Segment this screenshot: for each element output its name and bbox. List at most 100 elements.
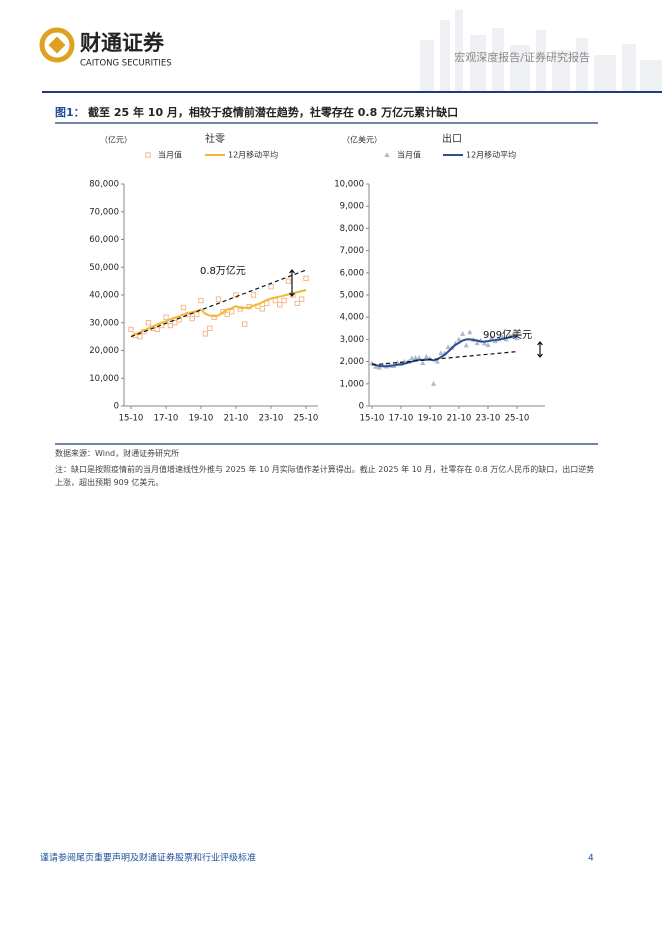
data-point	[373, 363, 379, 369]
data-point	[259, 306, 265, 312]
data-point	[250, 292, 257, 298]
legend-label: 12月移动平均	[228, 150, 278, 160]
data-point	[438, 350, 444, 356]
trend-line	[130, 269, 307, 338]
data-point	[303, 275, 309, 281]
data-point	[167, 322, 174, 329]
data-point	[272, 297, 279, 304]
data-point	[198, 297, 204, 304]
data-point	[242, 321, 248, 327]
data-point	[481, 340, 487, 346]
unit-label: （亿美元）	[342, 135, 382, 145]
data-point	[456, 336, 462, 342]
y-tick-label: 10,000	[334, 180, 364, 190]
x-tick-label: 23-10	[259, 414, 284, 424]
data-point	[189, 315, 195, 322]
data-point	[128, 326, 134, 333]
data-point	[215, 296, 222, 302]
legend-swatch	[384, 152, 390, 157]
x-tick-label: 15-10	[360, 414, 385, 424]
x-tick-label: 19-10	[189, 414, 214, 424]
y-tick-label: 8,000	[340, 224, 364, 234]
x-tick-label: 25-10	[505, 414, 530, 424]
y-tick-label: 70,000	[89, 207, 119, 217]
data-point	[376, 364, 382, 370]
y-tick-label: 7,000	[340, 246, 364, 256]
chart-title: 社零	[205, 132, 225, 145]
y-tick-label: 9,000	[340, 202, 364, 212]
legend-swatch	[145, 152, 151, 158]
y-tick-label: 1,000	[340, 379, 364, 389]
data-point	[416, 355, 422, 360]
y-tick-label: 6,000	[340, 268, 364, 278]
y-tick-label: 60,000	[89, 235, 119, 245]
data-point	[224, 311, 230, 318]
y-tick-label: 30,000	[89, 318, 119, 328]
data-point	[474, 340, 480, 346]
data-point	[285, 278, 292, 284]
data-point	[193, 311, 200, 318]
gap-arrow	[289, 269, 295, 297]
legend-label: 12月移动平均	[466, 150, 516, 160]
annotation: 0.8万亿元	[200, 264, 246, 277]
data-point	[423, 353, 429, 359]
figure-label: 图1：	[55, 106, 85, 119]
data-point	[277, 302, 283, 308]
data-point	[207, 325, 213, 331]
annotation: 909亿美元	[483, 328, 532, 341]
data-point	[420, 360, 426, 366]
y-tick-label: 2,000	[340, 357, 364, 367]
data-point	[298, 296, 305, 302]
data-point	[434, 358, 440, 364]
skyline	[420, 10, 662, 92]
x-tick-label: 15-10	[119, 414, 144, 424]
x-tick-label: 21-10	[224, 414, 249, 424]
data-point	[281, 297, 287, 304]
data-point	[145, 320, 152, 326]
legend-label: 当月值	[397, 150, 421, 160]
source: 数据来源：Wind，财通证券研究所	[55, 449, 180, 458]
x-tick-label: 19-10	[418, 414, 443, 424]
chart-title: 出口	[442, 132, 462, 145]
brand: 财通证券	[80, 31, 165, 55]
legend-label: 当月值	[158, 150, 182, 160]
y-tick-label: 40,000	[89, 291, 119, 301]
report-type: 宏观深度报告/证券研究报告	[454, 50, 590, 64]
data-point	[467, 329, 473, 335]
gap-arrow	[537, 341, 543, 358]
data-point	[463, 342, 469, 348]
data-point	[137, 333, 143, 340]
note: 注：缺口是按照疫情前的当月值增速线性外推与 2025 年 10 月实际值作差计算…	[55, 465, 595, 487]
moving-average-line	[130, 289, 307, 338]
y-tick-label: 20,000	[89, 346, 119, 356]
y-tick-label: 80,000	[89, 180, 119, 190]
moving-average-line	[371, 335, 518, 368]
y-tick-label: 0	[359, 402, 364, 412]
data-point	[268, 284, 274, 290]
data-point	[485, 342, 491, 347]
trend-line	[371, 351, 518, 366]
y-tick-label: 0	[114, 402, 119, 412]
brand-en: CAITONG SECURITIES	[80, 59, 172, 69]
unit-label: （亿元）	[100, 135, 132, 145]
data-point	[202, 331, 209, 337]
data-point	[163, 314, 169, 320]
y-tick-label: 50,000	[89, 263, 119, 273]
data-point	[460, 331, 466, 336]
disclaimer: 谨请参阅尾页重要声明及财通证券股票和行业评级标准	[40, 852, 256, 864]
x-tick-label: 21-10	[447, 414, 472, 424]
y-tick-label: 5,000	[340, 291, 364, 301]
data-point	[294, 300, 300, 306]
data-point	[154, 326, 160, 333]
data-point	[263, 300, 270, 306]
data-point	[489, 335, 495, 340]
data-point	[172, 320, 178, 326]
data-point	[180, 304, 187, 311]
y-tick-label: 10,000	[89, 374, 119, 384]
data-point	[228, 309, 235, 315]
data-point	[211, 314, 217, 320]
x-tick-label: 17-10	[389, 414, 414, 424]
data-point	[431, 381, 437, 386]
